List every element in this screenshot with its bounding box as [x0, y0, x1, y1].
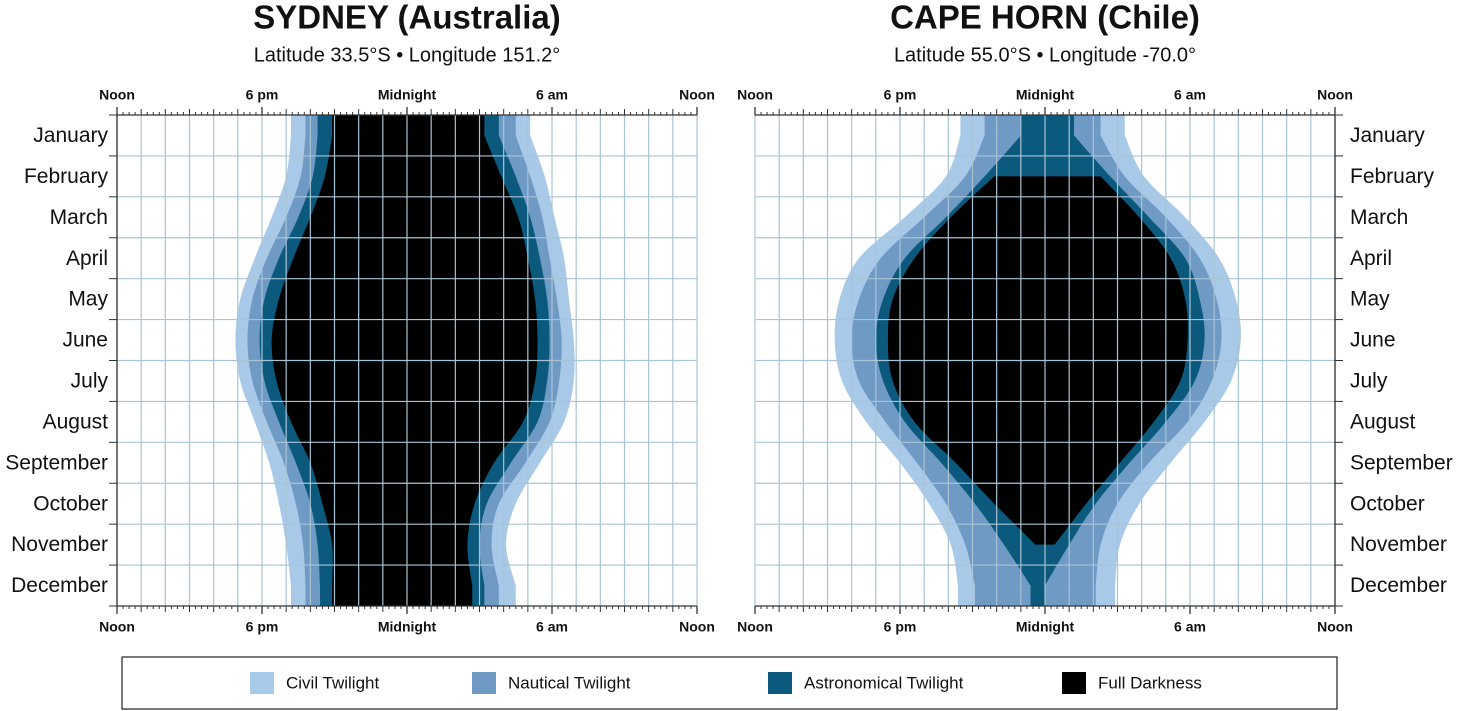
x-tick-label: Midnight [378, 87, 437, 103]
month-label: June [1350, 329, 1396, 352]
band-cap [1030, 585, 1045, 606]
month-label: October [33, 492, 108, 515]
legend-swatch [768, 672, 792, 694]
month-label: November [1350, 533, 1447, 556]
x-tick-label: 6 am [1174, 87, 1206, 103]
x-tick-label: Noon [1317, 87, 1353, 103]
x-tick-label: Noon [679, 619, 715, 635]
x-tick-label: 6 pm [246, 619, 279, 635]
x-tick-label: Noon [99, 87, 135, 103]
chart-subtitle: Latitude 33.5°S • Longitude 151.2° [254, 44, 561, 66]
x-tick-label: 6 pm [246, 87, 279, 103]
x-tick-label: 6 pm [884, 87, 917, 103]
chart-title: SYDNEY (Australia) [253, 0, 560, 36]
chart-panel: CAPE HORN (Chile) Latitude 55.0°S • Longi… [737, 0, 1453, 635]
month-label: January [33, 124, 108, 147]
month-label: April [1350, 247, 1392, 270]
x-tick-label: Noon [1317, 619, 1353, 635]
month-label: September [5, 451, 108, 474]
legend-swatch [1062, 672, 1086, 694]
month-label: February [24, 165, 109, 188]
month-label: October [1350, 492, 1425, 515]
band-cap [332, 585, 473, 606]
legend-label: Full Darkness [1098, 673, 1202, 692]
x-tick-label: Noon [679, 87, 715, 103]
x-tick-label: Midnight [1016, 87, 1075, 103]
legend-label: Civil Twilight [286, 673, 379, 692]
month-label: May [1350, 288, 1390, 311]
x-tick-label: 6 am [1174, 619, 1206, 635]
month-label: July [1350, 370, 1388, 393]
month-label: April [66, 247, 108, 270]
legend-label: Astronomical Twilight [804, 673, 964, 692]
legend-swatch [250, 672, 274, 694]
month-label: September [1350, 451, 1453, 474]
month-label: July [71, 370, 109, 393]
x-tick-label: Noon [737, 619, 773, 635]
month-label: December [1350, 574, 1447, 597]
x-tick-label: Noon [737, 87, 773, 103]
chart-subtitle: Latitude 55.0°S • Longitude -70.0° [894, 44, 1196, 66]
month-label: February [1350, 165, 1435, 188]
month-label: August [43, 410, 109, 433]
chart-panel: SYDNEY (Australia) Latitude 33.5°S • Long… [5, 0, 715, 635]
month-label: November [11, 533, 108, 556]
month-label: August [1350, 410, 1416, 433]
band-cap [1020, 115, 1074, 136]
legend-swatch [472, 672, 496, 694]
month-label: December [11, 574, 108, 597]
x-tick-label: Midnight [378, 619, 437, 635]
x-tick-label: 6 am [536, 87, 568, 103]
month-label: June [62, 329, 108, 352]
month-label: March [50, 206, 108, 229]
month-label: March [1350, 206, 1408, 229]
x-tick-label: Noon [99, 619, 135, 635]
month-label: January [1350, 124, 1425, 147]
x-tick-label: 6 pm [884, 619, 917, 635]
x-tick-label: Midnight [1016, 619, 1075, 635]
legend-box [121, 656, 1338, 710]
legend-label: Nautical Twilight [508, 673, 631, 692]
band-cap [332, 115, 485, 136]
x-tick-label: 6 am [536, 619, 568, 635]
month-label: May [68, 288, 108, 311]
chart-title: CAPE HORN (Chile) [890, 0, 1200, 36]
